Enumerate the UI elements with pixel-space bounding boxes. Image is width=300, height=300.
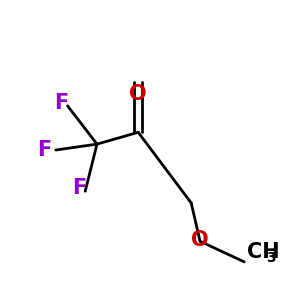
- Text: F: F: [37, 140, 51, 160]
- Text: O: O: [129, 84, 147, 104]
- Text: CH: CH: [247, 242, 280, 262]
- Text: F: F: [55, 93, 69, 113]
- Text: F: F: [72, 178, 86, 198]
- Text: O: O: [191, 230, 209, 250]
- Text: 3: 3: [266, 251, 276, 266]
